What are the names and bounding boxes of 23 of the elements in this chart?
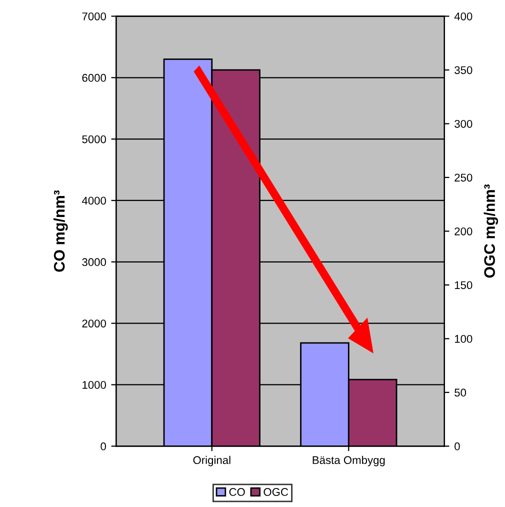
y-tick-label: 2000 xyxy=(82,320,106,328)
y2-axis-title: OGC mg/nm³ xyxy=(484,184,498,278)
y2-tick-label: 200 xyxy=(454,227,472,236)
y-tick-label: 0 xyxy=(100,442,106,450)
y-tick-label: 5000 xyxy=(82,135,106,144)
y-tick-label: 4000 xyxy=(82,196,106,205)
y2-tick-label: 300 xyxy=(454,120,472,128)
y2-tick-label: 100 xyxy=(454,334,472,343)
y-tick-label: 7000 xyxy=(82,12,106,20)
legend-label: OGC xyxy=(264,488,288,496)
y2-tick-label: 400 xyxy=(454,12,472,20)
x-tick-label: Original xyxy=(193,456,230,466)
y2-tick-label: 350 xyxy=(454,66,472,74)
y2-tick-label: 250 xyxy=(454,174,472,182)
y2-tick-label: 50 xyxy=(454,388,466,397)
y-tick-label: 1000 xyxy=(82,381,106,389)
y2-tick-label: 150 xyxy=(454,281,472,290)
legend-label: CO xyxy=(229,488,245,496)
y-axis-title: CO mg/nm³ xyxy=(54,190,68,272)
y-tick-label: 3000 xyxy=(82,258,106,266)
y-tick-label: 6000 xyxy=(82,74,106,82)
x-tick-label: Bästa Ombygg xyxy=(312,456,385,466)
y2-tick-label: 0 xyxy=(454,442,460,450)
